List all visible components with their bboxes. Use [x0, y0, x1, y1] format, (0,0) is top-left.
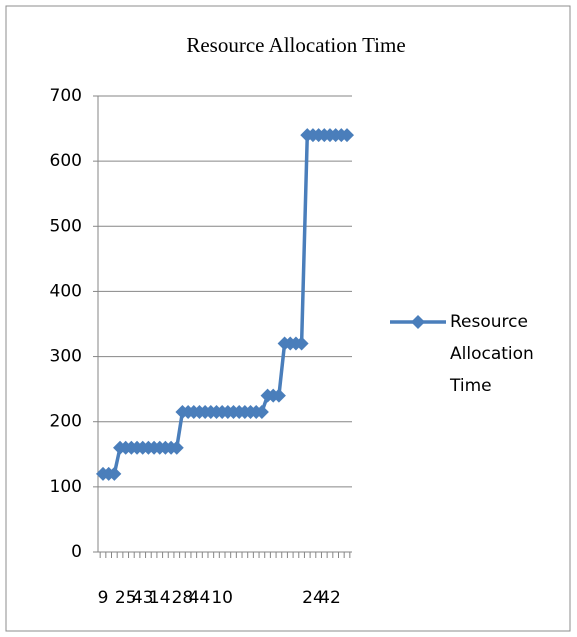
- point-marker: [254, 404, 269, 419]
- y-tick-label: 200: [50, 412, 82, 432]
- x-tick-label: 14: [149, 588, 171, 608]
- x-tick-label: 10: [211, 588, 233, 608]
- y-tick-label: 500: [50, 216, 82, 236]
- legend-marker: [411, 315, 425, 329]
- x-tick-label: 43: [132, 588, 154, 608]
- x-tick-label: 9: [98, 588, 109, 608]
- y-tick-label: 600: [50, 151, 82, 171]
- x-tick-label: 25: [115, 588, 137, 608]
- point-marker: [294, 336, 309, 351]
- point-marker: [271, 388, 286, 403]
- x-tick-label: 28: [172, 588, 194, 608]
- y-tick-label: 400: [50, 281, 82, 301]
- y-tick-label: 100: [50, 477, 82, 497]
- x-tick-label: 44: [189, 588, 211, 608]
- point-marker: [107, 466, 122, 481]
- chart-title: Resource Allocation Time: [186, 33, 405, 57]
- point-marker: [169, 440, 184, 455]
- x-tick-label: 24: [302, 588, 324, 608]
- point-marker: [340, 128, 354, 143]
- y-tick-label: 0: [71, 542, 82, 562]
- legend-label: Resource Allocation Time: [449, 312, 534, 396]
- y-tick-label: 300: [50, 347, 82, 367]
- y-tick-label: 700: [50, 86, 82, 106]
- x-tick-label: 42: [319, 588, 341, 608]
- chart-frame: [5, 5, 571, 632]
